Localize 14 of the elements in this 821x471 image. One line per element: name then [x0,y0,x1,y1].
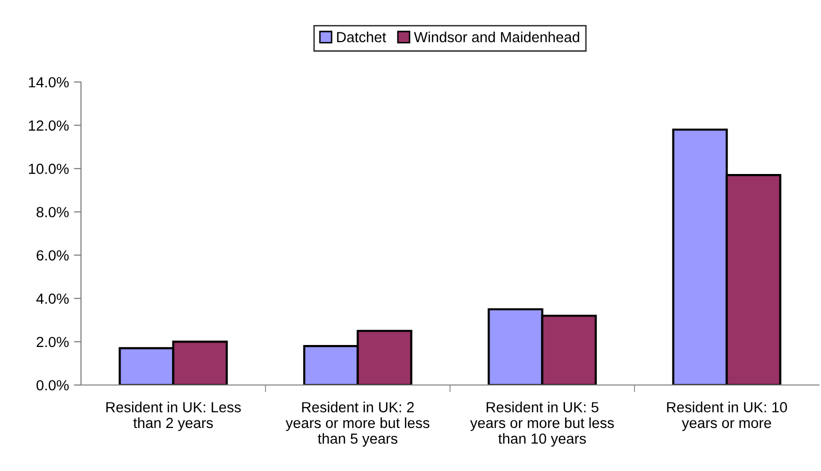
x-tick-label: Resident in UK: 10 years or more [667,402,787,431]
y-tick-label: 12.0% [28,120,69,131]
legend-label: Datchet [337,32,386,42]
x-tick-label: Resident in UK: 2 years or more but less than 5 years [286,402,430,447]
y-tick-label: 0.0% [36,380,69,390]
y-tick-label: 8.0% [36,206,69,218]
x-tick-label: Resident in UK: Less than 2 years [106,402,241,431]
y-tick-label: 2.0% [36,336,69,348]
y-tick-label: 14.0% [28,77,69,88]
x-tick-label: Resident in UK: 5 years or more but less than 10 years [470,402,614,447]
legend-label: Windsor and Maidenhead [414,32,580,42]
y-tick-label: 6.0% [36,250,69,261]
y-tick-label: 4.0% [36,294,69,304]
y-tick-label: 10.0% [28,164,69,174]
